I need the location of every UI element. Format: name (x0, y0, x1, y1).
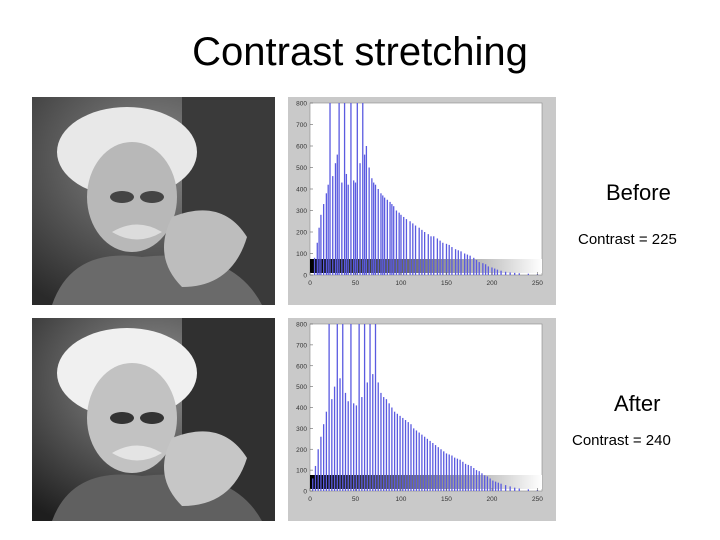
y-tick-label: 300 (296, 208, 307, 215)
y-tick-label: 500 (296, 165, 307, 172)
y-tick-label: 800 (296, 101, 307, 108)
x-tick-label: 50 (352, 280, 360, 287)
y-tick-label: 600 (296, 144, 307, 151)
y-tick-label: 400 (296, 187, 307, 194)
slide-title: Contrast stretching (192, 30, 528, 74)
x-tick-label: 0 (308, 280, 312, 287)
y-tick-label: 700 (296, 122, 307, 129)
x-tick-label: 100 (396, 280, 407, 287)
after-contrast-label: Contrast = 240 (572, 432, 671, 449)
histogram-svg: 0 100 200 300 400 500 600 700 800 0 50 100 150 200 250 (296, 101, 543, 288)
x-tick-label: 250 (532, 280, 543, 287)
intensity-gradient-strip (310, 259, 542, 273)
x-tick-label: 0 (308, 496, 312, 503)
y-tick-label: 800 (296, 322, 307, 329)
intensity-gradient-strip (310, 475, 542, 489)
y-tick-label: 700 (296, 342, 307, 349)
y-tick-label: 100 (296, 251, 307, 258)
x-tick-label: 250 (532, 496, 543, 503)
x-tick-label: 50 (352, 496, 360, 503)
y-tick-label: 400 (296, 405, 307, 412)
after-histogram: 0 100 200 300 400 500 600 700 800 0 50 100 150 200 250 (288, 318, 556, 521)
before-contrast-label: Contrast = 225 (578, 231, 677, 248)
before-photo (32, 97, 275, 305)
y-tick-label: 0 (303, 489, 307, 496)
x-tick-label: 200 (487, 496, 498, 503)
y-tick-label: 500 (296, 384, 307, 391)
x-tick-label: 150 (441, 280, 452, 287)
after-photo (32, 318, 275, 521)
y-tick-label: 200 (296, 447, 307, 454)
after-label: After (614, 391, 661, 416)
before-histogram: 0 100 200 300 400 500 600 700 800 0 50 100 150 200 250 (288, 97, 556, 305)
before-label: Before (606, 180, 671, 205)
y-tick-label: 600 (296, 363, 307, 370)
histogram-svg: 0 100 200 300 400 500 600 700 800 0 50 100 150 200 250 (296, 322, 543, 504)
y-tick-label: 100 (296, 468, 307, 475)
x-tick-label: 200 (487, 280, 498, 287)
x-tick-label: 100 (396, 496, 407, 503)
y-tick-label: 200 (296, 230, 307, 237)
y-tick-label: 300 (296, 426, 307, 433)
y-tick-label: 0 (303, 273, 307, 280)
plot-area (309, 323, 543, 492)
x-tick-label: 150 (441, 496, 452, 503)
